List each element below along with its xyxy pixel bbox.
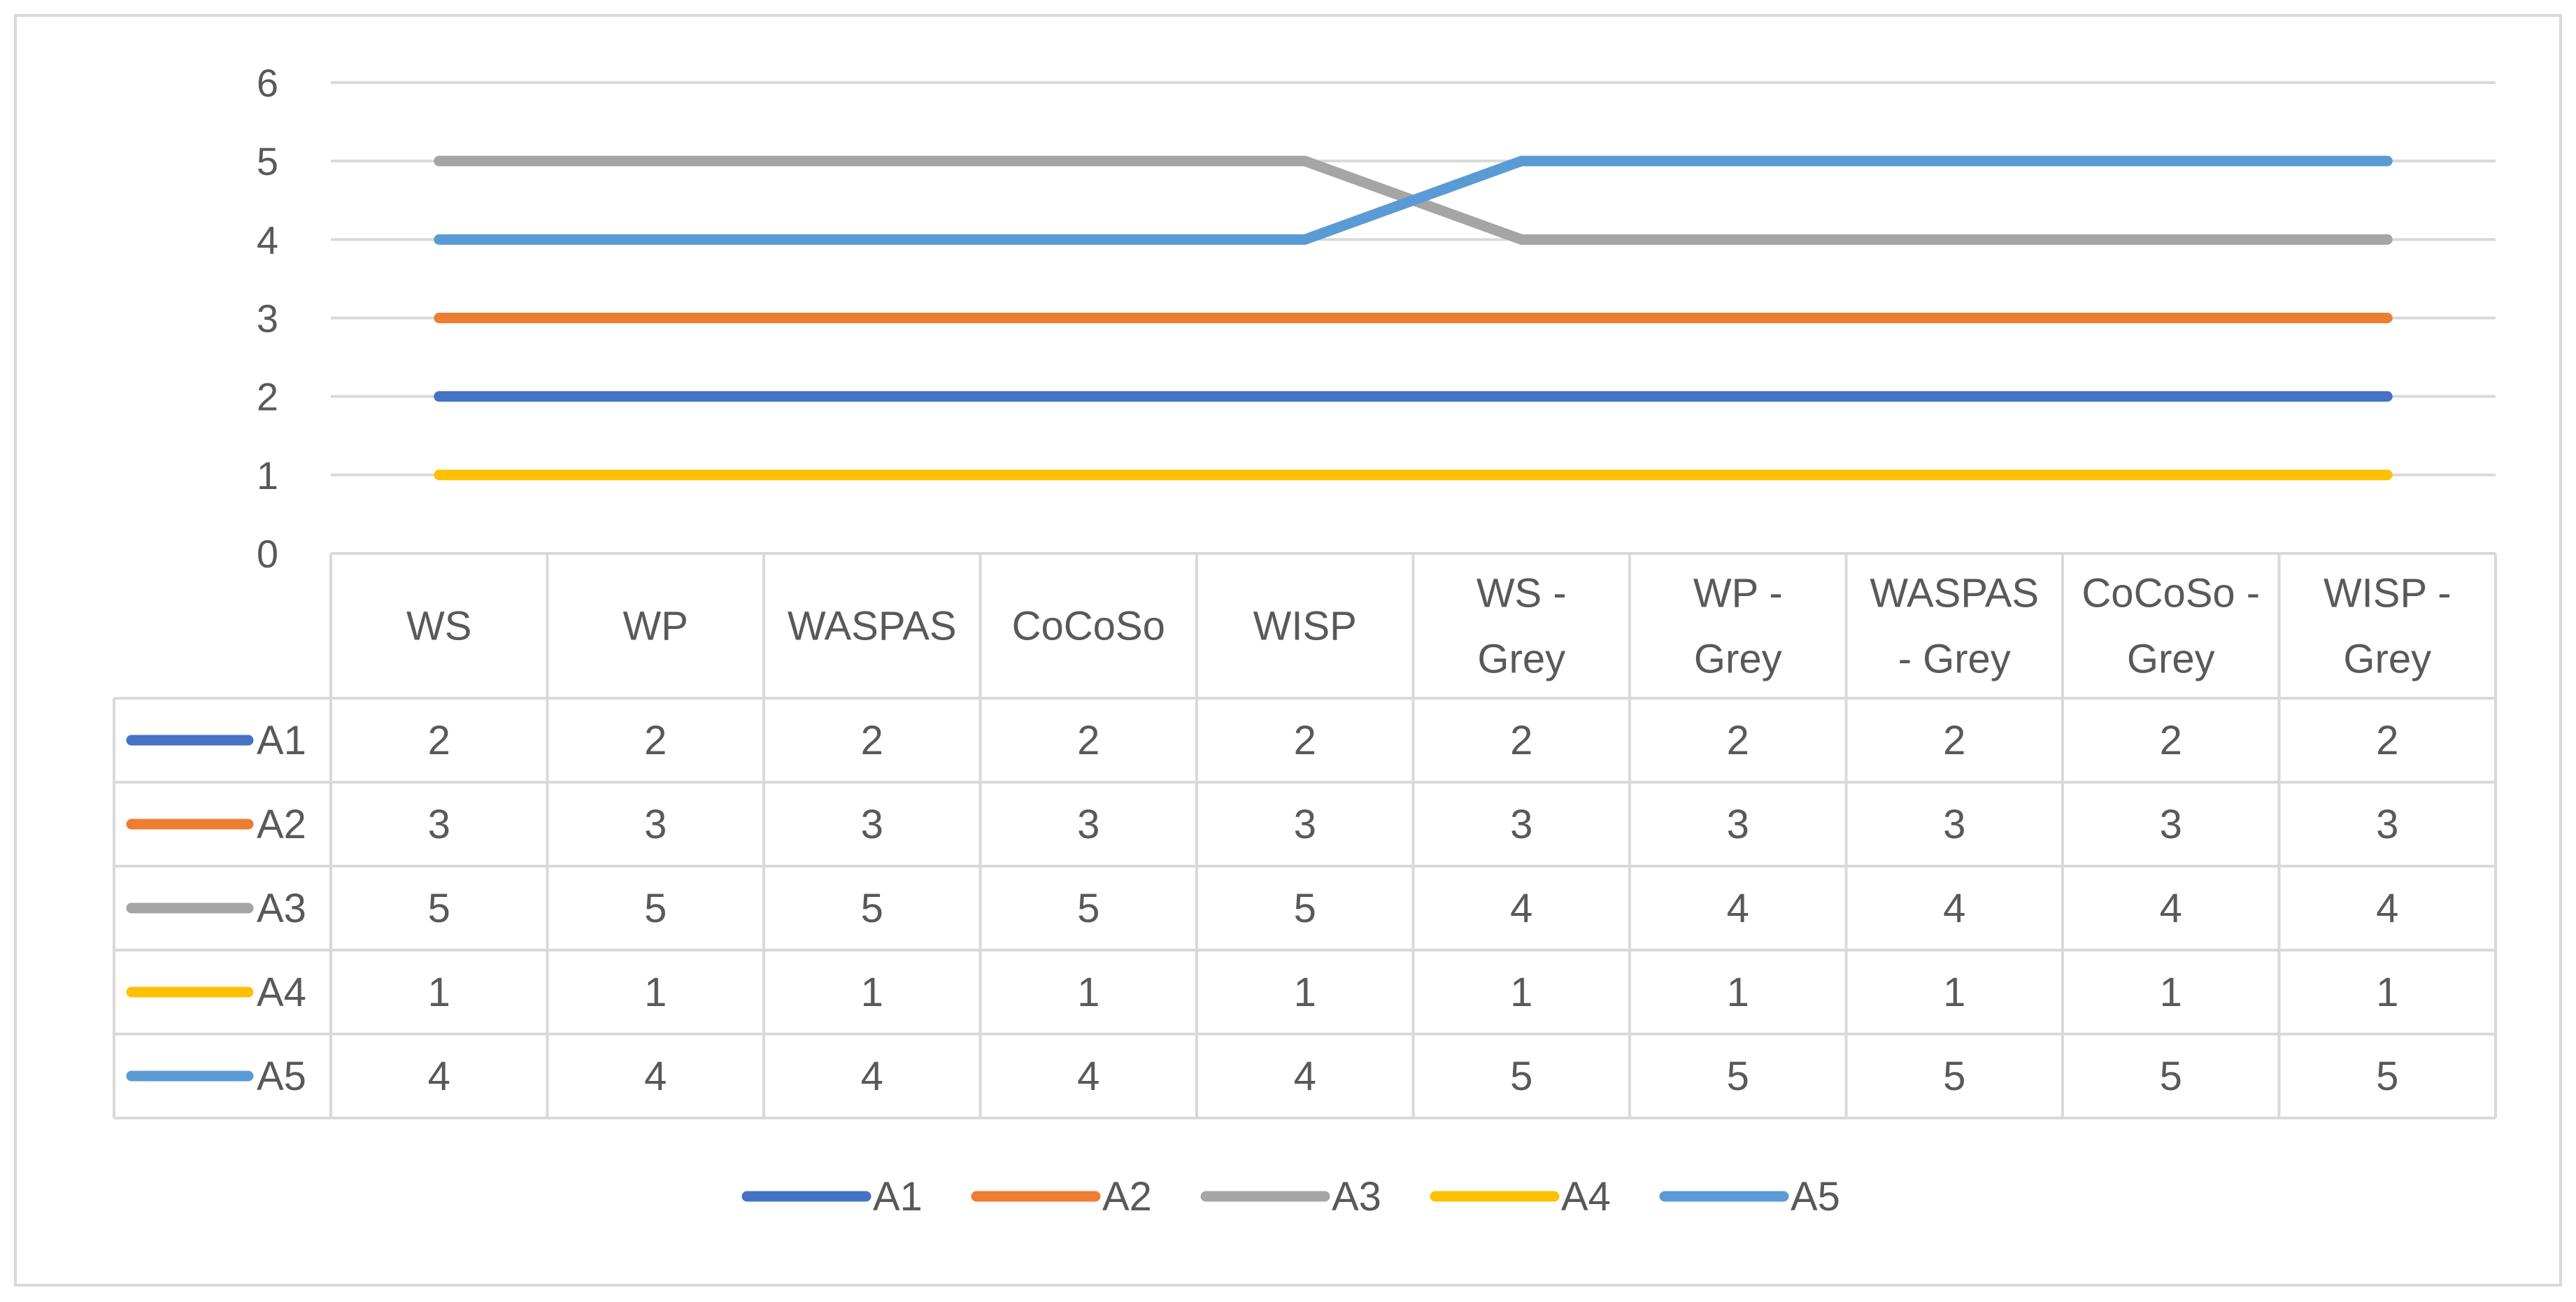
table-cell: 1	[1943, 970, 1965, 1015]
category-label: Grey	[1694, 637, 1782, 682]
y-tick-label: 0	[257, 532, 278, 576]
table-row-label: A2	[257, 802, 306, 847]
table-cell: 2	[644, 718, 667, 763]
legend: A1 A2 A3 A4 A5	[741, 1174, 1840, 1219]
table-cell: 4	[2376, 886, 2398, 931]
category-label: WISP	[1253, 604, 1357, 649]
series-lines	[434, 155, 2393, 481]
table-cell: 3	[2376, 802, 2398, 847]
table-cell: 2	[2376, 718, 2398, 763]
y-tick-label: 3	[257, 297, 278, 341]
table-cell: 5	[428, 886, 450, 931]
category-label: WP -	[1693, 571, 1783, 616]
y-tick-label: 2	[257, 375, 278, 419]
table-cell: 1	[1294, 970, 1316, 1015]
table-cell: 5	[1943, 1054, 1965, 1099]
category-label: Grey	[1477, 637, 1565, 682]
legend-label: A4	[1561, 1174, 1611, 1219]
category-label: WS -	[1476, 571, 1567, 616]
table-cell: 3	[428, 802, 450, 847]
table-cell: 5	[861, 886, 883, 931]
data-table: WS WP WASPAS CoCoSo WISP WS - Grey WP - Grey WASP…	[113, 552, 2497, 1119]
series-line-a5	[434, 155, 2393, 245]
table-cell: 2	[861, 718, 883, 763]
table-cell: 3	[1727, 802, 1749, 847]
table-row-label: A3	[257, 886, 306, 931]
table-cell: 3	[1943, 802, 1965, 847]
category-label: WASPAS	[788, 604, 957, 649]
table-cell: 1	[1077, 970, 1100, 1015]
y-tick-label: 5	[257, 139, 278, 183]
table-cell: 3	[2160, 802, 2182, 847]
table-row-label: A5	[257, 1054, 306, 1099]
table-cell: 3	[644, 802, 667, 847]
category-label: WS	[406, 604, 471, 649]
table-cell: 1	[861, 970, 883, 1015]
table-cell: 2	[1294, 718, 1316, 763]
category-label: Grey	[2127, 637, 2215, 682]
table-cell: 4	[1510, 886, 1532, 931]
table-cell: 4	[1077, 1054, 1100, 1099]
table-cell: 4	[2160, 886, 2182, 931]
table-cell: 2	[1727, 718, 1749, 763]
category-label: WISP -	[2324, 571, 2452, 616]
table-cell: 2	[1943, 718, 1965, 763]
table-cell: 1	[2376, 970, 2398, 1015]
table-cell: 4	[1294, 1054, 1316, 1099]
table-cell: 1	[428, 970, 450, 1015]
category-label: WP	[623, 604, 688, 649]
table-cell: 5	[1077, 886, 1100, 931]
chart-border	[14, 14, 2562, 1287]
y-tick-label: 1	[257, 453, 278, 497]
table-cell: 4	[428, 1054, 450, 1099]
table-cell: 4	[1727, 886, 1749, 931]
table-cell: 5	[1294, 886, 1316, 931]
table-cell: 5	[1510, 1054, 1532, 1099]
table-cell: 5	[2160, 1054, 2182, 1099]
legend-label: A2	[1102, 1174, 1152, 1219]
table-cell: 2	[428, 718, 450, 763]
y-tick-label: 6	[257, 61, 278, 105]
table-cell: 2	[1510, 718, 1532, 763]
table-cell: 1	[644, 970, 667, 1015]
table-cell: 3	[861, 802, 883, 847]
table-cell: 5	[1727, 1054, 1749, 1099]
category-label: - Grey	[1898, 637, 2011, 682]
table-cell: 4	[1943, 886, 1965, 931]
category-label: CoCoSo -	[2082, 571, 2260, 616]
table-row-label: A4	[257, 970, 306, 1015]
table-cell: 1	[1727, 970, 1749, 1015]
y-axis: 0 1 2 3 4 5 6	[257, 61, 278, 576]
category-label: CoCoSo	[1012, 604, 1165, 649]
table-cell: 5	[644, 886, 667, 931]
table-cell: 4	[644, 1054, 667, 1099]
category-label: Grey	[2343, 637, 2431, 682]
legend-label: A5	[1791, 1174, 1840, 1219]
table-cell: 3	[1510, 802, 1532, 847]
table-row-label: A1	[257, 718, 306, 763]
table-cell: 2	[2160, 718, 2182, 763]
table-cell: 1	[1510, 970, 1532, 1015]
table-cell: 4	[861, 1054, 883, 1099]
table-cell: 3	[1294, 802, 1316, 847]
table-cell: 1	[2160, 970, 2182, 1015]
table-cell: 5	[2376, 1054, 2398, 1099]
table-cell: 3	[1077, 802, 1100, 847]
legend-label: A3	[1332, 1174, 1381, 1219]
table-cell: 2	[1077, 718, 1100, 763]
legend-label: A1	[873, 1174, 923, 1219]
y-tick-label: 4	[257, 218, 278, 262]
category-label: WASPAS	[1870, 571, 2039, 616]
